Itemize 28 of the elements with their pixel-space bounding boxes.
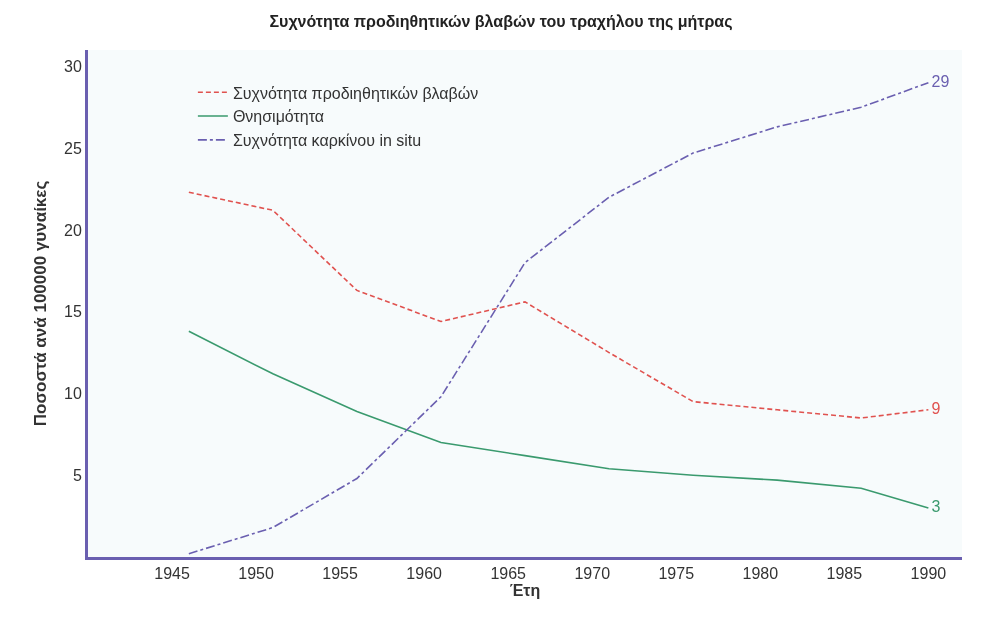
x-tick-label: 1960 xyxy=(406,565,443,583)
data-label: 29 xyxy=(928,72,950,90)
line-series xyxy=(188,191,930,419)
x-tick-label: 1975 xyxy=(658,565,695,583)
x-tick-label: 1955 xyxy=(322,565,359,583)
x-tick-label: 1965 xyxy=(490,565,527,583)
legend-label: Συχνότητα καρκίνου in situ xyxy=(232,132,422,150)
chart-title: Συχνότητα προδιηθητικών βλαβών του τραχήλου της μήτρας xyxy=(269,12,733,31)
y-axis-title: Ποσοστά ανά 100000 γυναίκες xyxy=(30,180,50,427)
x-tick-label: 1980 xyxy=(742,565,779,583)
y-tick-label: 20 xyxy=(64,221,82,239)
x-tick-label: 1985 xyxy=(826,565,863,583)
x-tick-label: 1990 xyxy=(910,565,947,583)
legend-label: Συχνότητα προδιηθητικών βλαβών xyxy=(232,84,479,102)
x-tick-label: 1950 xyxy=(238,565,274,583)
x-tick-label: 1970 xyxy=(574,565,611,583)
line-series xyxy=(188,81,930,555)
x-axis-title: Έτη xyxy=(509,582,541,600)
x-tick-label: 1945 xyxy=(154,565,190,583)
y-tick-label: 25 xyxy=(64,139,82,157)
y-tick-label: 30 xyxy=(64,57,82,75)
y-tick-label: 5 xyxy=(72,466,82,484)
line-series xyxy=(188,330,930,509)
y-tick-label: 10 xyxy=(64,385,82,403)
legend-label: Θνησιμότητα xyxy=(232,108,325,126)
data-label: 9 xyxy=(928,399,941,417)
data-label: 3 xyxy=(928,497,941,515)
y-tick-label: 15 xyxy=(64,303,82,321)
